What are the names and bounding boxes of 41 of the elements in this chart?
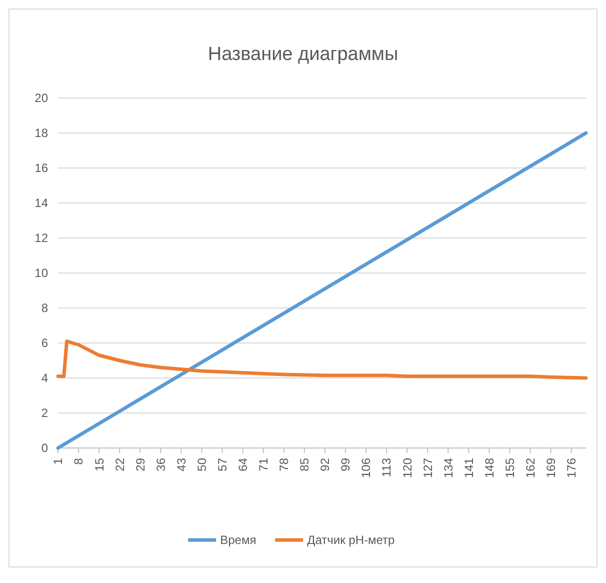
x-tick-label: 92 [318, 458, 332, 472]
y-tick-label: 20 [34, 91, 48, 106]
x-tick-label: 113 [380, 458, 394, 478]
y-tick-label: 18 [34, 126, 48, 140]
x-tick-label: 106 [359, 458, 374, 478]
x-tick-label: 78 [277, 458, 292, 472]
x-tick-label: 29 [133, 458, 148, 472]
x-tick-label: 50 [194, 458, 209, 472]
x-tick-label: 22 [112, 458, 127, 472]
y-tick-label: 4 [41, 371, 48, 386]
x-tick-label: 120 [400, 458, 414, 478]
y-tick-label: 16 [34, 161, 48, 176]
x-tick-label: 15 [92, 458, 106, 472]
legend-label: Датчик pH-метр [307, 533, 396, 548]
x-tick-label: 99 [338, 458, 353, 472]
y-tick-label: 12 [34, 231, 48, 246]
y-tick-label: 0 [41, 441, 48, 456]
line-series [56, 340, 588, 380]
y-tick-label: 8 [41, 301, 48, 316]
x-tick-label: 141 [462, 458, 476, 478]
x-tick-label: 162 [523, 458, 538, 478]
x-tick-label: 1 [51, 458, 66, 465]
x-tick-label: 36 [154, 458, 168, 472]
x-tick-label: 8 [72, 458, 86, 465]
x-tick-label: 155 [502, 458, 517, 478]
y-tick-label: 10 [34, 266, 48, 280]
x-tick-label: 148 [482, 458, 496, 478]
chart-title: Название диаграммы [208, 44, 398, 65]
x-tick-label: 71 [256, 458, 271, 472]
x-tick-label: 176 [564, 458, 579, 478]
y-tick-label: 14 [34, 196, 48, 210]
x-tick-label: 57 [215, 458, 230, 472]
x-tick-label: 85 [298, 458, 312, 472]
x-tick-label: 134 [441, 458, 456, 478]
x-tick-label: 127 [420, 458, 435, 478]
y-tick-label: 2 [41, 406, 48, 420]
x-tick-label: 64 [236, 458, 250, 472]
legend-label: Время [220, 533, 256, 548]
x-tick-label: 169 [544, 458, 558, 478]
y-tick-label: 6 [41, 336, 48, 350]
x-tick-label: 43 [174, 458, 188, 472]
